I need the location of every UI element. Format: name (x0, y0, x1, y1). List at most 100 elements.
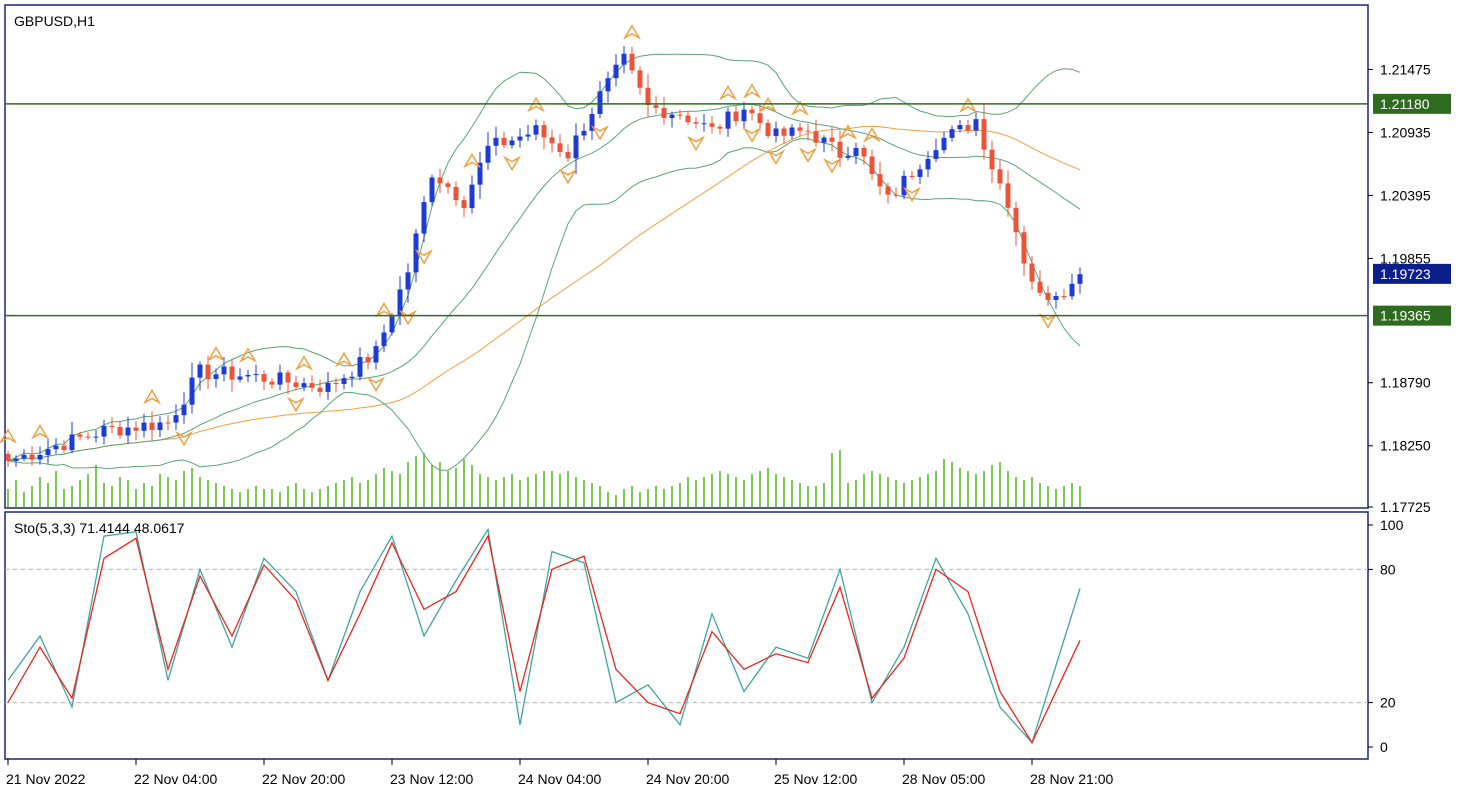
candle-body (149, 422, 155, 431)
candle-body (581, 130, 587, 136)
candle-body (117, 426, 123, 436)
candle-body (13, 458, 19, 461)
volume-bar (223, 486, 225, 507)
volume-bar (423, 453, 425, 507)
candle-body (205, 364, 211, 380)
candle-body (141, 422, 147, 431)
fractal-up-marker (526, 96, 546, 113)
candle-body (861, 148, 867, 157)
candle-body (405, 272, 411, 290)
fractal-up-marker (622, 24, 642, 40)
candle-body (565, 152, 571, 159)
volume-bar (255, 486, 257, 507)
time-tick-label: 22 Nov 20:00 (262, 771, 345, 787)
volume-bar (855, 480, 857, 507)
candle-body (757, 113, 763, 123)
volume-bar (455, 468, 457, 507)
candle-body (453, 186, 459, 201)
volume-bar (551, 471, 553, 507)
volume-bar (343, 480, 345, 507)
fractal-up-marker (294, 355, 314, 371)
volume-bar (711, 474, 713, 507)
stochastic-pane[interactable]: Sto(5,3,3) 71.4144 48.0617 (4, 511, 1369, 760)
bollinger-bands-layer (7, 53, 1081, 471)
candle-body (797, 127, 803, 131)
fractal-down-marker (590, 125, 610, 141)
volume-bar (487, 477, 489, 507)
volume-bar (287, 486, 289, 507)
candle-body (413, 233, 419, 273)
volume-bar (495, 480, 497, 507)
volume-bar (847, 483, 849, 507)
candle-body (197, 364, 203, 378)
time-tick-label: 28 Nov 21:00 (1030, 771, 1113, 787)
candle-body (285, 372, 291, 383)
candle-body (957, 125, 963, 130)
candle-body (509, 140, 515, 146)
volume-bar (663, 489, 665, 507)
volume-bar (743, 480, 745, 507)
candle-body (597, 91, 603, 115)
candle-body (469, 184, 475, 209)
volume-bar (831, 453, 833, 507)
volume-bar (567, 471, 569, 507)
volume-bar (879, 474, 881, 507)
candle-body (925, 158, 931, 170)
volume-bar (959, 468, 961, 507)
candle-body (69, 434, 75, 451)
candle-body (733, 111, 739, 122)
candle-body (445, 183, 451, 187)
stoch-signal-line (7, 534, 1081, 744)
candle-body (773, 128, 779, 136)
candle-body (1013, 207, 1019, 233)
volume-bar (239, 492, 241, 507)
candle-body (869, 156, 875, 175)
volume-bar (975, 474, 977, 507)
candle-body (237, 376, 243, 380)
volume-bar (679, 483, 681, 507)
candle-body (165, 422, 171, 424)
candle-body (749, 109, 755, 114)
volume-bar (1079, 486, 1081, 507)
candle-body (109, 425, 115, 427)
candle-body (549, 137, 555, 144)
volume-bar (479, 474, 481, 507)
candle-body (189, 377, 195, 405)
candle-body (61, 445, 67, 451)
volume-bar (311, 492, 313, 507)
volume-bar (375, 474, 377, 507)
candle-body (133, 427, 139, 431)
candle-body (277, 372, 283, 385)
candle-body (45, 449, 51, 455)
volume-bar (87, 474, 89, 507)
candle-body (533, 125, 539, 135)
volume-bar (543, 471, 545, 507)
volume-bar (735, 477, 737, 507)
candle-body (29, 454, 35, 460)
candle-body (421, 202, 427, 234)
candle-body (717, 126, 723, 129)
fractal-down-marker (286, 396, 306, 413)
volume-bar (407, 462, 409, 507)
volume-bar (15, 480, 17, 507)
volume-bar (887, 477, 889, 507)
candle-body (493, 137, 499, 146)
volume-bar (967, 471, 969, 507)
candle-body (693, 122, 699, 124)
volume-bar (527, 477, 529, 507)
volume-bar (271, 489, 273, 507)
candle-body (885, 186, 891, 195)
stoch-axis: 100 80 20 0 (1368, 517, 1404, 755)
volume-bar (95, 465, 97, 507)
volume-bar (1047, 486, 1049, 507)
fractal-up-marker (30, 423, 50, 440)
candle-body (389, 315, 395, 333)
main-chart-pane[interactable]: GBPUSD,H1 (0, 4, 1369, 509)
volume-bar (863, 474, 865, 507)
volume-bar (1063, 486, 1065, 507)
volume-bar (47, 483, 49, 507)
candle-body (101, 425, 107, 437)
horizontal-levels[interactable] (5, 103, 1368, 317)
volume-bar (159, 474, 161, 507)
volume-bar (1071, 483, 1073, 507)
